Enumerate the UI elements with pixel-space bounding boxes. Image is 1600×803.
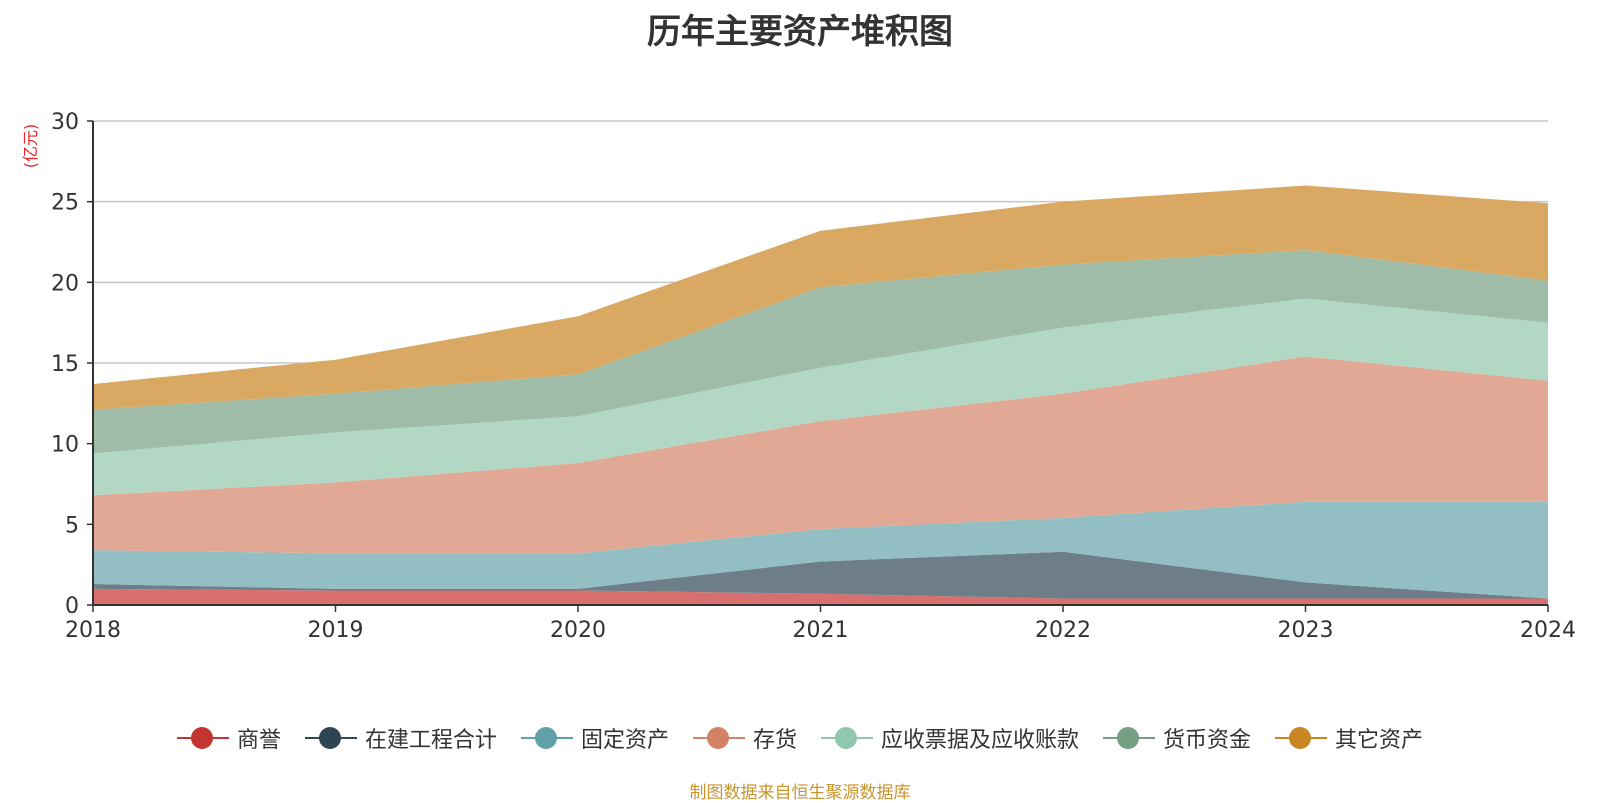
legend-marker-icon [304, 726, 357, 750]
legend-label: 其它资产 [1335, 728, 1424, 753]
y-tick-label: 15 [51, 352, 79, 377]
legend-label: 存货 [752, 728, 797, 753]
legend-label: 商誉 [236, 728, 281, 753]
x-tick-label: 2023 [1278, 618, 1334, 643]
axes: 0 5 10 15 20 25 30 2018 2019 2020 2021 2022 2023 2024 [51, 110, 1576, 643]
legend-item-1[interactable]: 在建工程合计 [304, 722, 497, 754]
area-series [93, 185, 1548, 605]
chart-title: 历年主要资产堆积图 [647, 12, 953, 52]
legend-label: 货币资金 [1163, 728, 1252, 753]
y-axis-unit-label: (亿元) [21, 124, 40, 169]
legend-item-2[interactable]: 固定资产 [520, 722, 669, 754]
y-tick-label: 20 [51, 271, 79, 296]
legend-item-6[interactable]: 其它资产 [1275, 722, 1423, 754]
area-series-1 [93, 551, 1548, 599]
legend-marker-icon [821, 726, 873, 750]
source-note: 制图数据来自恒生聚源数据库 [689, 783, 911, 803]
area-series-3 [93, 356, 1548, 554]
y-tick-label: 10 [51, 433, 79, 458]
legend-item-5[interactable]: 货币资金 [1103, 722, 1251, 754]
y-tick-label: 0 [65, 594, 79, 619]
area-series-5 [93, 250, 1548, 454]
x-tick-label: 2024 [1520, 618, 1576, 643]
legend-label: 应收票据及应收账款 [881, 728, 1080, 753]
area-series-0 [93, 588, 1548, 605]
x-tick-label: 2019 [308, 618, 364, 643]
legend-label: 在建工程合计 [364, 728, 497, 753]
legend-item-0[interactable]: 商誉 [176, 722, 281, 754]
legend: 商誉 在建工程合计 固定资产 存货 应收票据及应收账款 货币资金 其它资产 [0, 722, 1600, 754]
x-tick-label: 2018 [65, 618, 121, 643]
area-series-4 [93, 298, 1548, 496]
area-series-6 [93, 185, 1548, 410]
legend-marker-icon [1103, 726, 1156, 750]
y-tick-label: 5 [65, 513, 79, 538]
x-tick-label: 2022 [1035, 618, 1091, 643]
legend-marker-icon [176, 726, 229, 750]
y-tick-label: 30 [51, 110, 79, 135]
y-tick-label: 25 [51, 191, 79, 216]
legend-item-3[interactable]: 存货 [692, 722, 797, 754]
x-tick-label: 2020 [550, 618, 606, 643]
legend-marker-icon [692, 726, 745, 750]
area-series-2 [93, 501, 1548, 599]
legend-marker-icon [520, 726, 573, 750]
legend-label: 固定资产 [580, 728, 669, 753]
legend-marker-icon [1275, 726, 1328, 750]
legend-item-4[interactable]: 应收票据及应收账款 [821, 722, 1079, 754]
x-tick-label: 2021 [793, 618, 849, 643]
